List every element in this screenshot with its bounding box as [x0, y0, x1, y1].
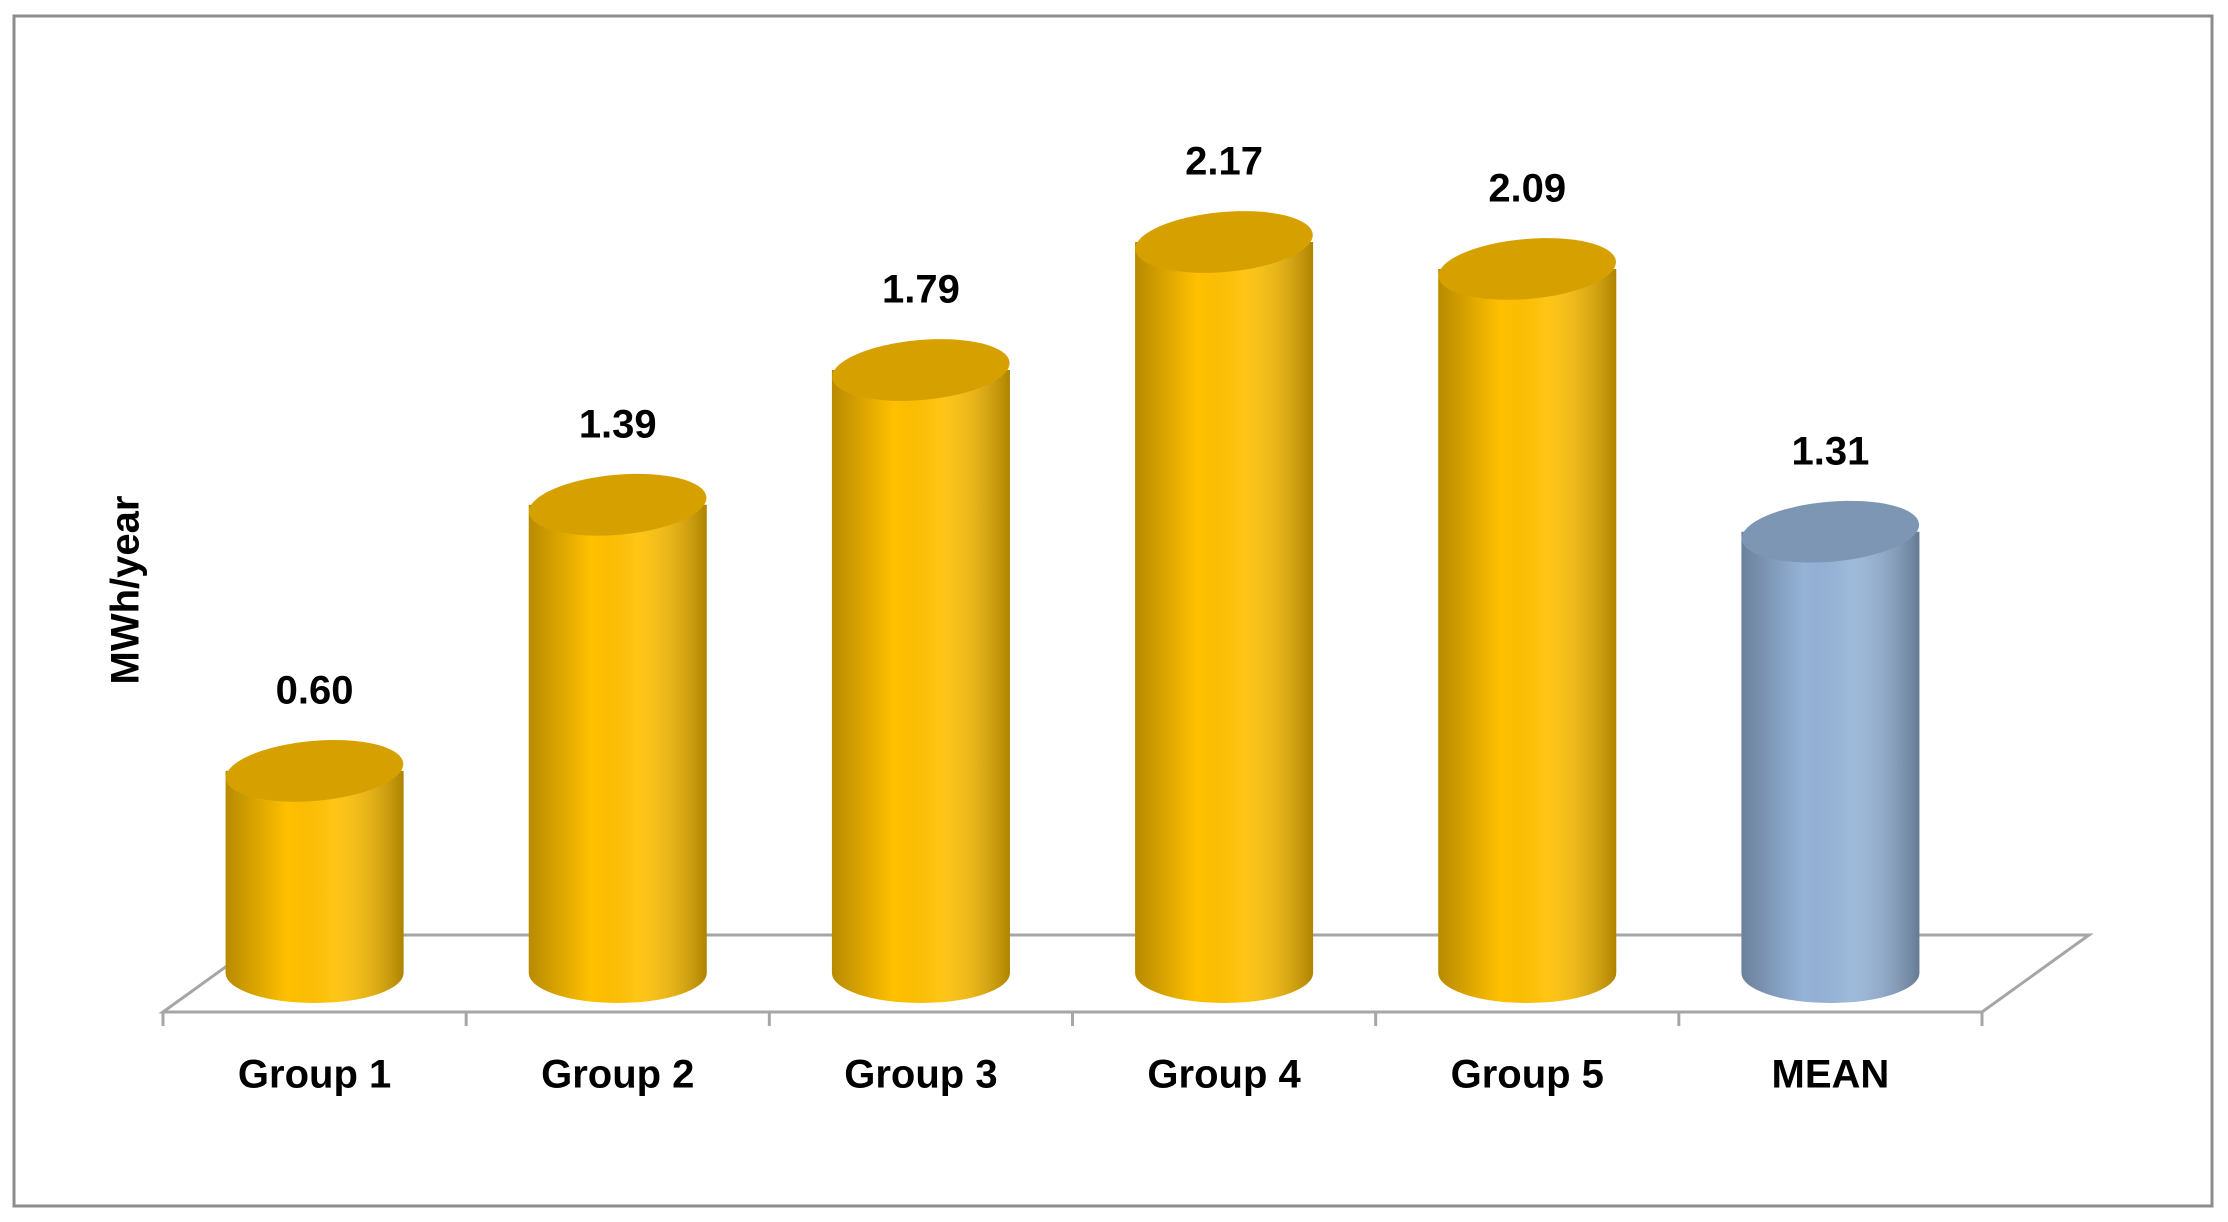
bar-shade: [1135, 242, 1314, 1003]
bar-shade: [1741, 531, 1920, 1003]
bar-top-shade: [1438, 238, 1616, 300]
value-label: 0.60: [276, 668, 354, 712]
bar-shade: [528, 504, 707, 1003]
bar-top-shade: [1135, 211, 1313, 273]
bar-shade: [1438, 268, 1617, 1003]
bar-top-shade: [1741, 500, 1920, 563]
x-tick-label: Group 4: [1147, 1053, 1301, 1097]
bar-top-shade: [832, 339, 1010, 401]
x-tick-label: Group 1: [238, 1053, 391, 1097]
value-label: 1.39: [579, 402, 657, 446]
bar-top-shade: [529, 473, 707, 536]
bar-top: [1135, 211, 1313, 273]
bar-top: [529, 473, 707, 536]
bar-shade: [225, 770, 404, 1003]
bar-shade: [831, 370, 1010, 1003]
bar-top-shade: [225, 740, 404, 802]
value-label: 2.09: [1488, 167, 1566, 211]
x-tick-label: Group 2: [541, 1053, 694, 1097]
y-axis-label: MWh/year: [104, 496, 148, 685]
x-tick-label: MEAN: [1772, 1053, 1890, 1097]
bar-top: [832, 339, 1010, 401]
x-tick-label: Group 5: [1451, 1053, 1604, 1097]
bar-top: [225, 740, 404, 802]
x-tick-label: Group 3: [844, 1053, 997, 1097]
bar-top: [1741, 500, 1920, 563]
value-label: 1.31: [1791, 429, 1869, 473]
bar-top: [1438, 238, 1616, 300]
value-label: 1.79: [882, 268, 960, 312]
value-label: 2.17: [1185, 140, 1263, 184]
